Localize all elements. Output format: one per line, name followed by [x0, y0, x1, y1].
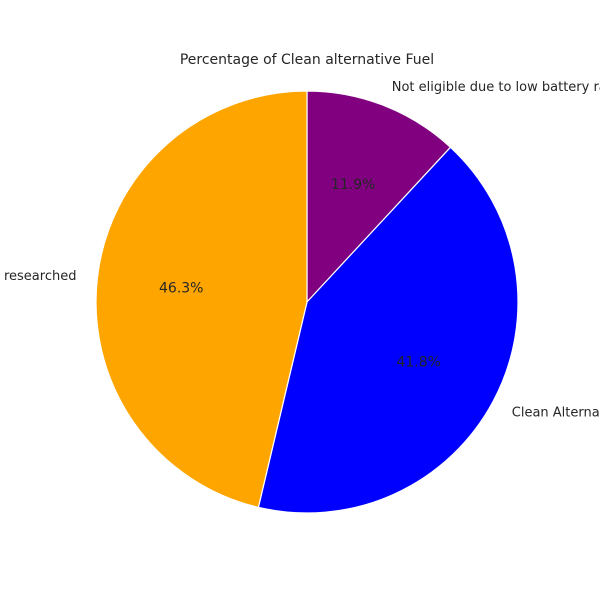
pie-slice-percent-2: 46.3%	[159, 280, 203, 296]
slices-group	[95, 90, 519, 514]
pie-slice-0	[306, 90, 452, 304]
pie-slice-1	[257, 146, 519, 514]
chart-title: Percentage of Clean alternative Fuel	[180, 52, 434, 68]
pie-slice-label-1: Clean Alternative Fuel Vehicle Eligible	[512, 405, 600, 420]
pie-slice-label-0: Not eligible due to low battery range	[392, 80, 600, 95]
pie-slice-percent-0: 11.9%	[331, 177, 375, 193]
pie-slice-percent-1: 41.8%	[396, 355, 440, 371]
pie-slice-2	[95, 90, 308, 509]
labels-group: 11.9% Not eligible due to low battery ran…	[0, 80, 600, 420]
pie-slice-label-2: Eligibility unknown as battery range has…	[0, 269, 76, 284]
